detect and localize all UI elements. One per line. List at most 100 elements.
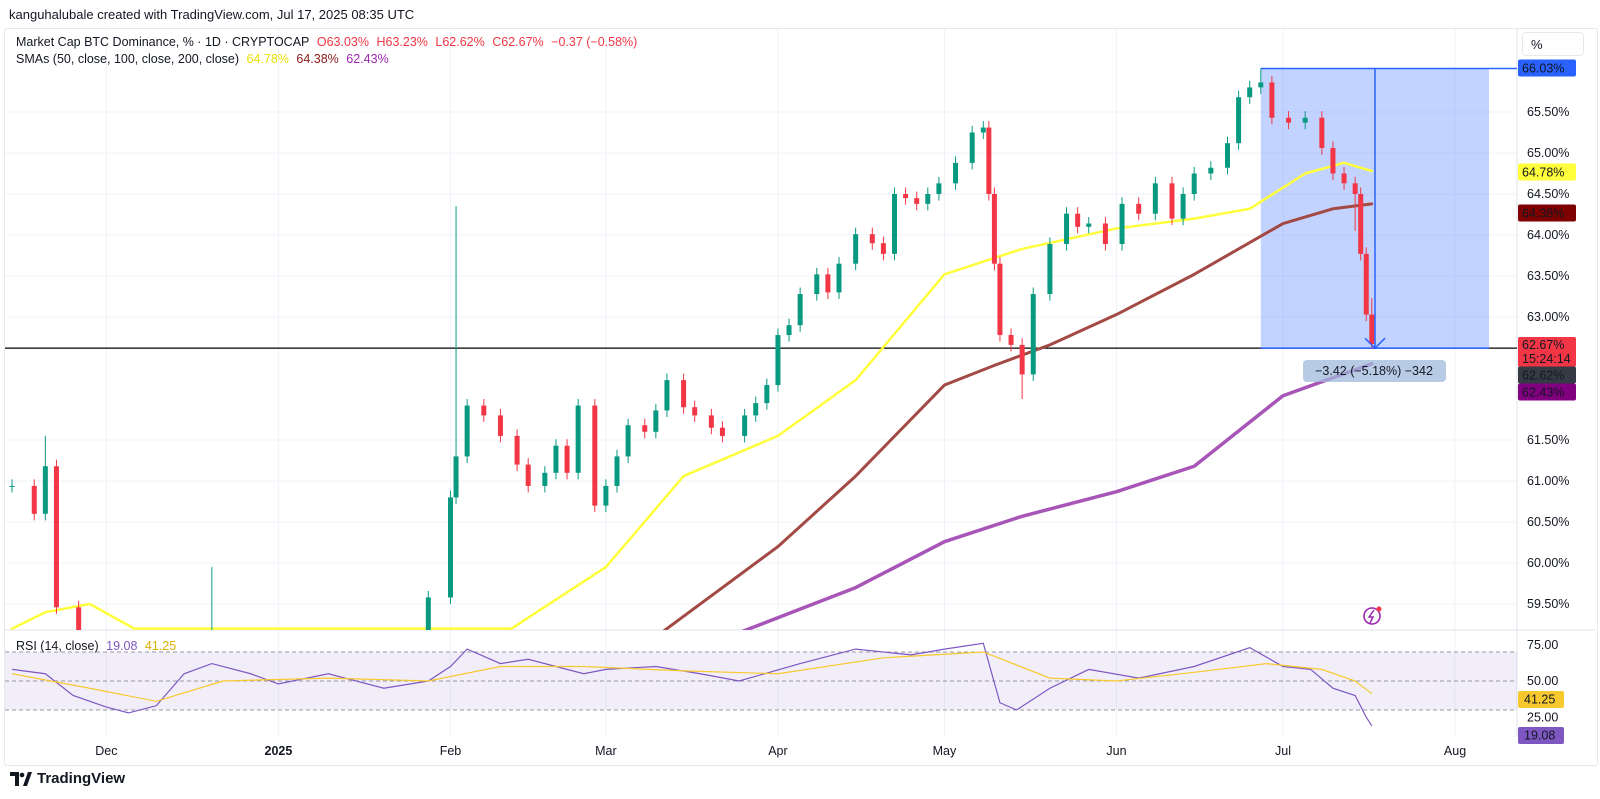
- candle-body: [1236, 97, 1242, 144]
- candle-body: [764, 385, 770, 404]
- sma-title[interactable]: SMAs (50, close, 100, close, 200, close): [16, 52, 240, 66]
- sma200-price-label-bg: [1518, 383, 1576, 401]
- candle-body: [903, 194, 909, 199]
- last-price-label: 62.67%: [1522, 338, 1564, 352]
- lightning-bolt: [1367, 609, 1375, 624]
- candle-body: [592, 405, 598, 506]
- ohlc-close: C62.67%: [492, 35, 544, 49]
- candle-body: [481, 405, 487, 416]
- candle-body: [453, 456, 459, 498]
- candle-body: [1030, 294, 1036, 375]
- rsi-y-tick-label: 50.00: [1527, 674, 1558, 688]
- rsi-title[interactable]: RSI (14, close): [16, 639, 99, 653]
- sma-line-200: [741, 361, 1374, 630]
- sma200-value: 62.43%: [346, 52, 389, 66]
- y-tick-label: 63.50%: [1527, 269, 1569, 283]
- measure-top-price-label: 66.03%: [1522, 62, 1564, 76]
- candle-body: [742, 415, 748, 436]
- candle-body: [1086, 223, 1092, 227]
- y-tick-label: 64.50%: [1527, 187, 1569, 201]
- rsi-ma-axis-label: 41.25: [1524, 693, 1555, 707]
- candle-body: [614, 456, 620, 486]
- notification-dot: [1376, 606, 1382, 612]
- y-tick-label: 64.00%: [1527, 228, 1569, 242]
- y-tick-label: 63.00%: [1527, 310, 1569, 324]
- candle-body: [991, 194, 997, 264]
- candle-body: [425, 597, 431, 630]
- candle-body: [1136, 203, 1142, 214]
- candle-body: [542, 472, 548, 486]
- candle-body: [869, 234, 875, 244]
- candle-body: [1358, 194, 1364, 254]
- measure-label: −3.42 (−5.18%) −342: [1315, 364, 1433, 378]
- x-tick-label: Apr: [768, 744, 787, 758]
- candle-body: [514, 435, 520, 465]
- candle-body: [525, 464, 531, 486]
- rsi-y-tick-label: 75.00: [1527, 638, 1558, 652]
- x-tick-label: Jun: [1106, 744, 1126, 758]
- y-tick-label: 59.50%: [1527, 597, 1569, 611]
- candle-body: [1341, 173, 1347, 184]
- brand-name: TradingView: [37, 770, 126, 787]
- candle-body: [1369, 314, 1375, 345]
- y-tick-label: 61.00%: [1527, 474, 1569, 488]
- sma100-value: 64.38%: [296, 52, 339, 66]
- rsi-rsi-axis-label: 19.08: [1524, 729, 1555, 743]
- candle-body: [1286, 117, 1292, 123]
- main-legend: Market Cap BTC Dominance, % · 1D · CRYPT…: [16, 35, 641, 49]
- main-pane: [5, 67, 1517, 630]
- candle-body: [53, 466, 59, 608]
- candle-body: [880, 243, 886, 254]
- measure-top-price-label-bg: [1518, 59, 1576, 77]
- candle-body: [1102, 223, 1108, 245]
- rsi-ma-label-bg: [1518, 691, 1564, 708]
- rsi-ma-line: [11, 651, 1373, 702]
- candle-body: [1180, 194, 1186, 219]
- candle-body: [825, 274, 831, 293]
- candle-body: [31, 485, 37, 514]
- candle-body: [448, 497, 453, 598]
- candle-body: [653, 410, 659, 432]
- candle-body: [553, 445, 559, 473]
- candle-body: [564, 445, 570, 473]
- candle-body: [1330, 148, 1336, 174]
- candle-body: [76, 607, 82, 630]
- candle-body: [936, 183, 942, 194]
- ohlc-change: −0.37 (−0.58%): [551, 35, 638, 49]
- candle-body: [786, 325, 792, 336]
- candle-body: [1064, 213, 1070, 245]
- sma200-price-label: 62.43%: [1522, 386, 1564, 400]
- candle-body: [814, 274, 820, 295]
- last-price-label-countdown: 15:24:14: [1522, 352, 1571, 366]
- candle-body: [892, 194, 897, 254]
- sma50-price-label-bg: [1518, 163, 1576, 181]
- last-price-label-bg: [1518, 337, 1576, 367]
- candle-body: [914, 198, 920, 204]
- candle-body: [1047, 244, 1053, 295]
- y-tick-label: 65.00%: [1527, 146, 1569, 160]
- candle-body: [836, 263, 842, 293]
- chart-credit: kanguhalubale created with TradingView.c…: [9, 7, 415, 22]
- sma50-value: 64.78%: [246, 52, 289, 66]
- percent-scale-button[interactable]: %: [1522, 32, 1584, 56]
- rsi-ma-legend-value: 41.25: [144, 639, 177, 653]
- tradingview-logo[interactable]: TradingView: [10, 770, 125, 787]
- ohlc-open: O63.03%: [316, 35, 369, 49]
- chart-frame: [4, 28, 1598, 766]
- ohlc-high: H63.23%: [376, 35, 428, 49]
- candle-body: [1352, 183, 1358, 194]
- y-tick-label: 65.50%: [1527, 105, 1569, 119]
- candle-body: [980, 127, 986, 133]
- lightning-icon: [1363, 607, 1381, 625]
- y-tick-label: 61.50%: [1527, 433, 1569, 447]
- symbol-title[interactable]: Market Cap BTC Dominance, % · 1D · CRYPT…: [16, 35, 310, 49]
- candle-body: [1075, 213, 1081, 227]
- y-tick-label: 60.50%: [1527, 515, 1569, 529]
- rsi-legend-value: 19.08: [106, 639, 138, 653]
- x-tick-label: May: [933, 744, 957, 758]
- rsi-y-tick-label: 25.00: [1527, 710, 1558, 724]
- candle-body: [692, 407, 698, 416]
- candle-body: [797, 294, 803, 326]
- candle-body: [1302, 117, 1308, 123]
